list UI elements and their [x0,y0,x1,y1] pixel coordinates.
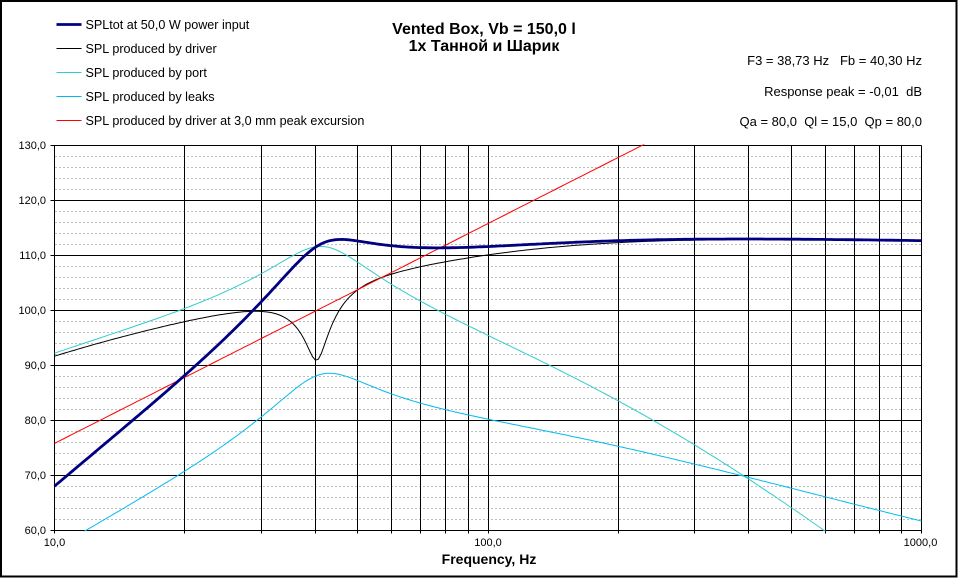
svg-text:SPL produced by driver at 3,0: SPL produced by driver at 3,0 mm peak ex… [86,114,365,128]
svg-text:Frequency, Hz: Frequency, Hz [442,551,537,567]
svg-text:90,0: 90,0 [25,360,46,372]
svg-text:SPLtot at 50,0 W power input: SPLtot at 50,0 W power input [86,18,250,32]
svg-text:Vented Box, Vb = 150,0 l: Vented Box, Vb = 150,0 l [392,21,576,38]
svg-text:1х Танной и Шарик: 1х Танной и Шарик [409,38,561,55]
svg-text:10,0: 10,0 [44,537,65,549]
svg-text:1000,0: 1000,0 [904,537,938,549]
svg-text:Qa = 80,0 Ql = 15,0 Qp = 80,: Qa = 80,0 Ql = 15,0 Qp = 80,0 [740,114,922,129]
svg-text:100,0: 100,0 [474,537,502,549]
svg-text:60,0: 60,0 [25,525,46,537]
svg-text:Response peak = -0,01 dB: Response peak = -0,01 dB [764,84,922,99]
svg-text:SPL produced by port: SPL produced by port [86,66,208,80]
svg-text:120,0: 120,0 [18,195,46,207]
svg-text:130,0: 130,0 [18,140,46,152]
svg-text:80,0: 80,0 [25,415,46,427]
svg-text:110,0: 110,0 [19,250,46,262]
svg-text:SPL produced by driver: SPL produced by driver [86,42,217,56]
svg-text:70,0: 70,0 [25,470,46,482]
svg-text:SPL produced by leaks: SPL produced by leaks [86,90,215,104]
svg-text:100,0: 100,0 [18,305,46,317]
svg-text:F3 = 38,73 Hz Fb = 40,30 Hz: F3 = 38,73 Hz Fb = 40,30 Hz [747,53,922,68]
